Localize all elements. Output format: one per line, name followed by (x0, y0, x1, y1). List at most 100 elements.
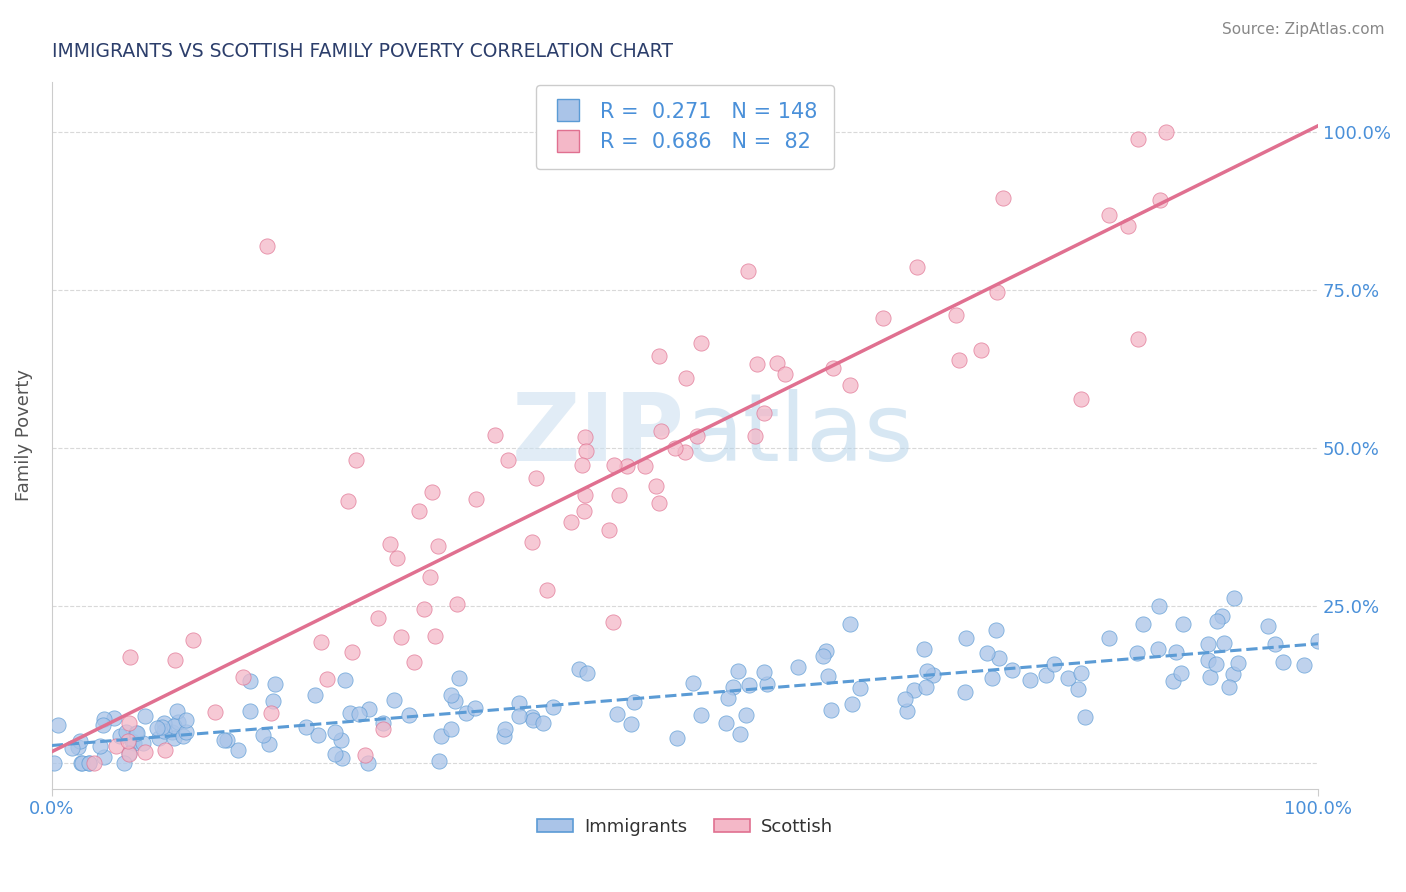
Point (105, 739, 128, 754)
Point (443, 693, 465, 707)
Point (371, 722, 394, 736)
Point (633, 458, 655, 473)
Point (981, 672, 1004, 686)
Text: atlas: atlas (685, 389, 912, 481)
Point (682, 676, 704, 690)
Point (817, 669, 839, 683)
Point (77, 756, 100, 771)
Point (118, 747, 141, 761)
Point (735, 708, 758, 723)
Point (606, 706, 628, 721)
Point (93, 750, 115, 764)
Point (1132, 616, 1154, 631)
Point (811, 648, 834, 663)
Point (1197, 653, 1219, 667)
Point (645, 479, 668, 493)
Point (814, 643, 837, 657)
Point (675, 371, 697, 385)
Point (1272, 655, 1295, 669)
Point (335, 673, 357, 687)
Point (146, 721, 169, 735)
Point (838, 377, 860, 392)
Point (756, 677, 779, 691)
Point (342, 645, 364, 659)
Point (357, 702, 380, 716)
Point (574, 430, 596, 444)
Point (308, 728, 330, 742)
Point (766, 355, 789, 369)
Point (316, 673, 339, 687)
Point (382, 692, 405, 706)
Point (446, 597, 468, 611)
Point (531, 716, 554, 731)
Point (344, 453, 367, 467)
Point (337, 493, 360, 508)
Point (1070, 392, 1092, 407)
Point (915, 681, 938, 695)
Point (465, 491, 488, 506)
Point (232, 670, 254, 684)
Point (427, 754, 450, 768)
Point (1294, 658, 1316, 673)
Point (263, 676, 285, 690)
Point (872, 311, 894, 326)
Point (371, 715, 394, 730)
Point (1222, 666, 1244, 681)
Point (1164, 645, 1187, 659)
Point (1116, 219, 1139, 233)
Point (1126, 132, 1149, 146)
Point (1057, 671, 1080, 685)
Point (1223, 591, 1246, 605)
Point (484, 428, 506, 442)
Text: Source: ZipAtlas.com: Source: ZipAtlas.com (1222, 22, 1385, 37)
Point (1257, 619, 1279, 633)
Point (1218, 680, 1240, 694)
Point (495, 723, 517, 737)
Point (165, 653, 187, 667)
Point (1074, 710, 1097, 724)
Point (838, 617, 860, 632)
Point (172, 729, 194, 743)
Point (988, 651, 1011, 665)
Point (217, 733, 239, 747)
Point (152, 716, 174, 731)
Point (1227, 656, 1250, 670)
Point (440, 722, 463, 736)
Point (117, 734, 139, 748)
Point (948, 353, 970, 368)
Point (727, 664, 749, 678)
Point (572, 504, 595, 518)
Point (153, 724, 176, 739)
Point (181, 632, 204, 647)
Point (323, 725, 346, 739)
Point (744, 429, 766, 443)
Point (1264, 637, 1286, 651)
Point (1170, 665, 1192, 680)
Point (1126, 646, 1149, 660)
Point (121, 734, 143, 748)
Point (339, 706, 361, 720)
Point (1070, 666, 1092, 681)
Point (110, 729, 132, 743)
Point (536, 583, 558, 598)
Point (408, 504, 430, 518)
Point (648, 496, 671, 510)
Point (1205, 614, 1227, 628)
Point (673, 445, 696, 459)
Point (402, 655, 425, 669)
Point (60, 741, 83, 756)
Point (496, 453, 519, 467)
Point (620, 716, 643, 731)
Point (214, 732, 236, 747)
Point (167, 714, 190, 729)
Point (1066, 682, 1088, 697)
Point (153, 743, 176, 757)
Point (1161, 673, 1184, 688)
Point (69, 733, 91, 747)
Point (1098, 632, 1121, 646)
Point (745, 357, 768, 371)
Point (1205, 657, 1227, 672)
Point (449, 671, 471, 685)
Point (1171, 616, 1194, 631)
Point (1035, 668, 1057, 682)
